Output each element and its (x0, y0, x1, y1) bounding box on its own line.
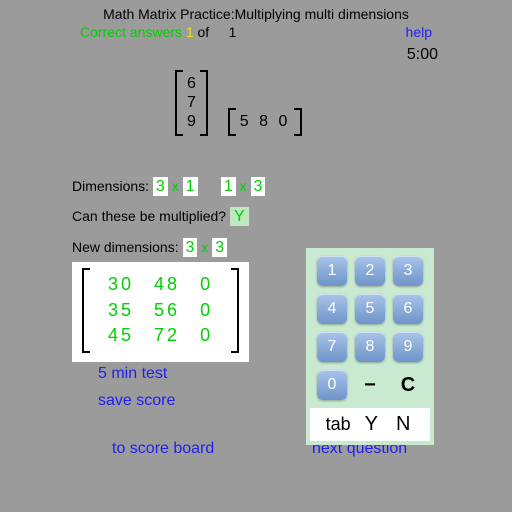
matrix-a-cell: 9 (187, 112, 196, 131)
correct-label: Correct answers (80, 24, 182, 40)
keypad-minus[interactable]: − (355, 370, 385, 400)
new-dim-rows[interactable]: 3 (183, 238, 198, 257)
dim-b-x: x (240, 178, 247, 194)
result-cell[interactable]: 30 (98, 272, 144, 298)
matrix-b-cell: 0 (279, 113, 291, 130)
matrix-b-cell: 5 (240, 113, 252, 130)
result-cell[interactable]: 0 (190, 323, 223, 349)
new-dim-cols[interactable]: 3 (212, 238, 227, 257)
matrix-b: 5 8 0 (228, 108, 303, 135)
matrix-b-cell: 8 (259, 113, 271, 130)
keypad-3[interactable]: 3 (393, 256, 423, 286)
keypad: 1 2 3 4 5 6 7 8 9 0 − C tab Y N (306, 248, 434, 445)
new-dim-x: x (201, 239, 208, 255)
keypad-6[interactable]: 6 (393, 294, 423, 324)
multiply-question: Can these be multiplied? (72, 208, 226, 224)
keypad-9[interactable]: 9 (393, 332, 423, 362)
bottom-links: 5 min test save score (98, 360, 175, 414)
total-count: 1 (229, 24, 237, 40)
dim-a-cols[interactable]: 1 (183, 177, 198, 196)
keypad-yes[interactable]: Y (359, 413, 384, 436)
keypad-tab[interactable]: tab (324, 412, 353, 437)
five-min-test-link[interactable]: 5 min test (98, 360, 175, 387)
page-title: Math Matrix Practice:Multiplying multi d… (0, 6, 512, 22)
status-line: Correct answers 1 of 1 (80, 24, 236, 40)
keypad-7[interactable]: 7 (317, 332, 347, 362)
matrix-a-cell: 6 (187, 74, 196, 93)
keypad-1[interactable]: 1 (317, 256, 347, 286)
keypad-5[interactable]: 5 (355, 294, 385, 324)
keypad-2[interactable]: 2 (355, 256, 385, 286)
result-matrix: 30 48 0 35 56 0 45 72 0 (72, 262, 249, 362)
result-cell[interactable]: 56 (144, 298, 190, 324)
matrix-a: 6 7 9 (175, 70, 208, 136)
result-cell[interactable]: 48 (144, 272, 190, 298)
matrices-area: 6 7 9 5 8 0 (175, 70, 302, 139)
new-dim-label: New dimensions: (72, 239, 179, 255)
keypad-clear[interactable]: C (393, 370, 423, 400)
to-scoreboard-link[interactable]: to score board (112, 440, 214, 458)
keypad-8[interactable]: 8 (355, 332, 385, 362)
dim-a-rows[interactable]: 3 (153, 177, 168, 196)
dimensions-section: Dimensions: 3 x 1 1 x 3 Can these be mul… (72, 172, 265, 263)
result-cell[interactable]: 45 (98, 323, 144, 349)
dim-a-x: x (172, 178, 179, 194)
multiply-answer[interactable]: Y (230, 207, 249, 226)
matrix-a-cell: 7 (187, 93, 196, 112)
result-cell[interactable]: 35 (98, 298, 144, 324)
of-label: of (198, 24, 210, 40)
result-cell[interactable]: 72 (144, 323, 190, 349)
keypad-0[interactable]: 0 (317, 370, 347, 400)
dim-b-rows[interactable]: 1 (221, 177, 236, 196)
dimensions-label: Dimensions: (72, 178, 149, 194)
help-link[interactable]: help (406, 24, 432, 40)
keypad-4[interactable]: 4 (317, 294, 347, 324)
save-score-link[interactable]: save score (98, 387, 175, 414)
dim-b-cols[interactable]: 3 (251, 177, 266, 196)
correct-count: 1 (186, 24, 194, 40)
result-cell[interactable]: 0 (190, 272, 223, 298)
timer: 5:00 (407, 46, 438, 64)
result-cell[interactable]: 0 (190, 298, 223, 324)
keypad-no[interactable]: N (390, 413, 416, 436)
